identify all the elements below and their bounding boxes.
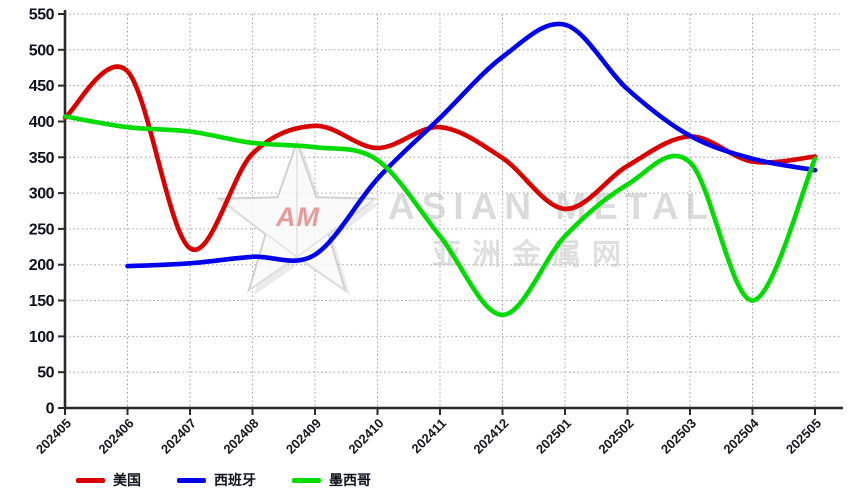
y-tick-label: 250 [29,221,55,238]
y-tick-label: 50 [37,365,54,382]
y-tick-label: 0 [46,401,55,418]
y-tick-label: 400 [29,114,55,131]
legend-line-swatch-red [76,477,105,483]
legend-item-usa: 美国 [76,473,141,487]
legend-label-spain: 西班牙 [214,472,256,488]
series-line-1 [125,21,818,269]
legend-label-usa: 美国 [113,472,141,488]
legend-item-spain: 西班牙 [177,473,256,487]
y-tick-label: 450 [29,78,55,95]
legend-item-mexico: 墨西哥 [292,473,371,487]
y-tick-label: 500 [29,42,55,59]
legend-line-swatch-green [292,477,321,483]
chart-legend: 美国 西班牙 墨西哥 [76,473,371,487]
y-tick-label: 550 [29,7,55,24]
y-tick-label: 100 [29,329,55,346]
y-tick-label: 350 [29,150,55,167]
legend-line-swatch-blue [177,477,206,483]
y-tick-label: 300 [29,186,55,203]
y-tick-label: 200 [29,257,55,274]
series-line-0 [62,64,818,252]
series-line-2 [62,114,818,318]
y-tick-label: 150 [29,293,55,310]
legend-label-mexico: 墨西哥 [329,472,371,488]
